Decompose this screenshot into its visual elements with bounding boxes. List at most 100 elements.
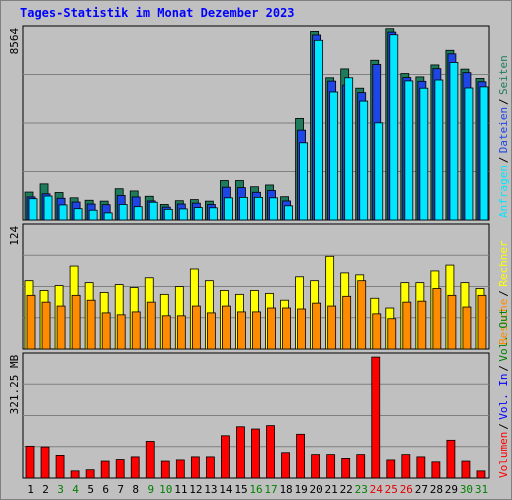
bar-volumen-day-3 [55,455,65,479]
chart-title: Tages-Statistik im Monat Dezember 2023 [20,6,295,20]
legend-bottom-volumen: Volumen [497,432,510,478]
bar-rechner-day-8 [131,311,141,350]
bar-rechner-day-4 [71,294,81,350]
bar-volumen-day-23 [356,454,366,479]
bar-seiten-day-21 [329,91,339,221]
bar-volumen-day-27 [416,456,426,479]
day-label-6: 6 [102,483,109,496]
bar-rechner-day-10 [161,315,171,350]
bar-rechner-day-23 [357,280,367,350]
bar-volumen-day-18 [281,452,290,479]
day-label-9: 9 [147,483,154,496]
day-label-15: 15 [234,483,247,496]
bar-volumen-day-20 [311,454,321,479]
legend-bottom-separator: / [497,423,510,430]
bar-volumen-day-29 [446,439,456,479]
legend-bottom-volin: Vol. In [497,373,510,419]
day-label-29: 29 [445,483,458,496]
bar-seiten-day-16 [254,196,263,221]
bar-seiten-day-13 [208,207,218,221]
day-label-16: 16 [249,483,262,496]
bar-rechner-day-9 [146,301,156,350]
day-label-25: 25 [385,483,398,496]
bar-volumen-day-24 [371,356,381,479]
bar-seiten-day-3 [58,204,68,221]
bar-rechner-day-20 [312,302,322,350]
bar-rechner-day-15 [237,311,246,350]
legend-bottom-separator: / [497,365,510,372]
day-label-18: 18 [279,483,292,496]
legend-middle-separator: / [497,290,510,297]
bar-rechner-day-25 [387,318,397,350]
bar-rechner-day-12 [191,305,201,350]
day-label-26: 26 [400,483,413,496]
bar-volumen-day-17 [266,425,275,479]
bar-rechner-day-3 [56,305,66,350]
bar-volumen-day-15 [236,426,245,479]
day-label-17: 17 [264,483,277,496]
bar-seiten-day-27 [419,87,429,221]
bar-volumen-day-16 [251,428,260,479]
day-label-31: 31 [475,483,488,496]
bar-volumen-day-14 [221,435,230,479]
legend-top-anfragen: Anfragen [497,165,510,218]
day-label-27: 27 [415,483,428,496]
bar-seiten-day-8 [133,206,143,221]
bar-seiten-day-12 [193,207,203,221]
legend-middle-besuche: Besuche [497,299,510,345]
legend-bottom-volout: Vol. Out [497,309,510,362]
day-label-13: 13 [204,483,217,496]
bar-seiten-day-7 [118,204,128,221]
legend-top-dateien: Dateien [497,107,510,153]
bar-volumen-day-22 [341,458,351,479]
bar-volumen-day-1 [25,445,35,479]
bar-seiten-day-20 [314,39,324,221]
bar-seiten-day-4 [73,208,83,221]
bar-rechner-day-17 [267,307,276,350]
bar-volumen-day-6 [100,460,110,479]
bar-seiten-day-6 [103,212,113,221]
bar-seiten-day-11 [178,208,188,221]
bar-rechner-day-7 [116,314,126,350]
bar-volumen-day-13 [205,456,215,479]
bar-seiten-day-1 [28,198,38,221]
bar-seiten-day-18 [284,205,293,221]
bar-seiten-day-15 [239,196,248,221]
bar-volumen-day-28 [431,461,441,479]
bar-seiten-day-30 [464,87,474,221]
day-label-5: 5 [87,483,94,496]
day-label-10: 10 [159,483,172,496]
bar-volumen-day-31 [476,470,486,479]
legend-middle-rechner: Rechner [497,240,510,287]
panel-top-max-label: 8564 [8,28,21,55]
bar-seiten-day-14 [224,197,233,221]
legend-top-separator: / [497,98,510,105]
day-label-30: 30 [460,483,473,496]
bar-rechner-day-14 [222,305,231,350]
bar-rechner-day-27 [417,300,427,350]
bar-rechner-day-21 [327,305,337,350]
bar-rechner-day-31 [477,294,487,350]
day-label-2: 2 [42,483,49,496]
day-label-22: 22 [340,483,353,496]
bar-rechner-day-24 [372,313,382,350]
legend-top-separator: / [497,157,510,164]
bar-volumen-day-11 [175,459,185,479]
bar-volumen-day-4 [70,470,80,479]
bar-seiten-day-2 [43,195,53,221]
bar-seiten-day-28 [434,79,444,221]
bar-rechner-day-6 [101,312,111,350]
bar-rechner-day-1 [26,294,36,350]
day-label-1: 1 [27,483,34,496]
bar-rechner-day-11 [176,315,186,350]
bar-volumen-day-30 [461,460,471,479]
panel-bottom-max-label: 321.25 MB [8,354,21,414]
bar-volumen-day-2 [40,446,50,479]
bar-rechner-day-2 [41,301,51,350]
bar-volumen-day-9 [145,441,155,479]
bar-rechner-day-13 [206,312,216,350]
bar-volumen-day-21 [326,454,336,479]
day-label-23: 23 [355,483,368,496]
legend-top-seiten: Seiten [497,55,510,95]
